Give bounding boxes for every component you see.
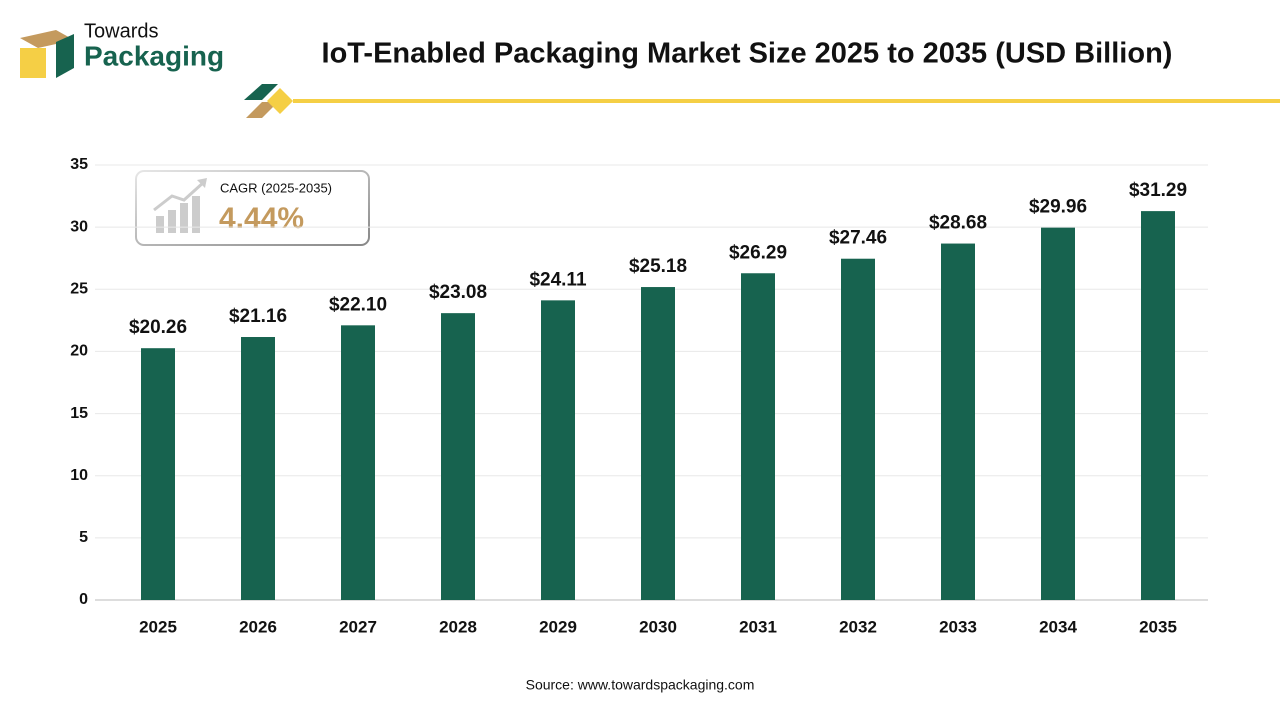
bar: [441, 313, 475, 600]
value-label: $27.46: [829, 228, 887, 249]
value-label: $21.16: [229, 306, 287, 327]
x-tick-label: 2033: [939, 617, 977, 636]
y-tick-label: 20: [70, 343, 88, 360]
value-label: $29.96: [1029, 197, 1087, 218]
y-tick-label: 25: [70, 281, 88, 298]
value-label: $22.10: [329, 294, 387, 315]
bar: [1141, 211, 1175, 601]
value-label: $25.18: [629, 256, 687, 277]
x-tick-label: 2034: [1039, 617, 1077, 636]
value-label: $24.11: [529, 269, 586, 290]
bar: [241, 337, 275, 600]
bar: [941, 243, 975, 600]
annotation-label: CAGR (2025-2035): [220, 180, 332, 195]
value-label: $31.29: [1129, 180, 1187, 201]
x-tick-label: 2035: [1139, 617, 1177, 636]
x-tick-label: 2028: [439, 617, 477, 636]
x-tick-label: 2027: [339, 617, 377, 636]
value-label: $20.26: [129, 317, 187, 338]
cagr-box: CAGR (2025-2035) 4.44%: [135, 170, 370, 246]
y-tick-label: 10: [70, 467, 88, 484]
bar: [1041, 227, 1075, 600]
chart-title: IoT-Enabled Packaging Market Size 2025 t…: [322, 38, 1173, 70]
x-tick-label: 2026: [239, 617, 277, 636]
bar: [741, 273, 775, 600]
x-tick-label: 2025: [139, 617, 177, 636]
logo-text: Packaging: [84, 40, 224, 71]
value-label: $26.29: [729, 242, 787, 263]
y-tick-label: 35: [70, 156, 88, 173]
y-tick-label: 0: [79, 591, 88, 608]
bar: [541, 300, 575, 600]
source: Source: www.towardspackaging.com: [526, 677, 755, 693]
y-tick-label: 30: [70, 218, 88, 235]
x-tick-label: 2032: [839, 617, 877, 636]
y-tick-label: 15: [70, 405, 88, 422]
x-tick-label: 2029: [539, 617, 577, 636]
bar: [341, 325, 375, 600]
logo: Towards Packaging: [20, 20, 224, 78]
bar: [641, 287, 675, 600]
value-label: $23.08: [429, 282, 487, 303]
x-tick-label: 2030: [639, 617, 677, 636]
x-tick-label: 2031: [739, 617, 777, 636]
annotation-value: 4.44%: [219, 202, 304, 235]
bar: [141, 348, 175, 600]
value-label: $28.68: [929, 213, 987, 234]
logo-text: Towards: [84, 20, 158, 42]
y-tick-label: 5: [79, 529, 88, 546]
bar: [841, 258, 875, 600]
title-decoration: [244, 84, 1280, 118]
